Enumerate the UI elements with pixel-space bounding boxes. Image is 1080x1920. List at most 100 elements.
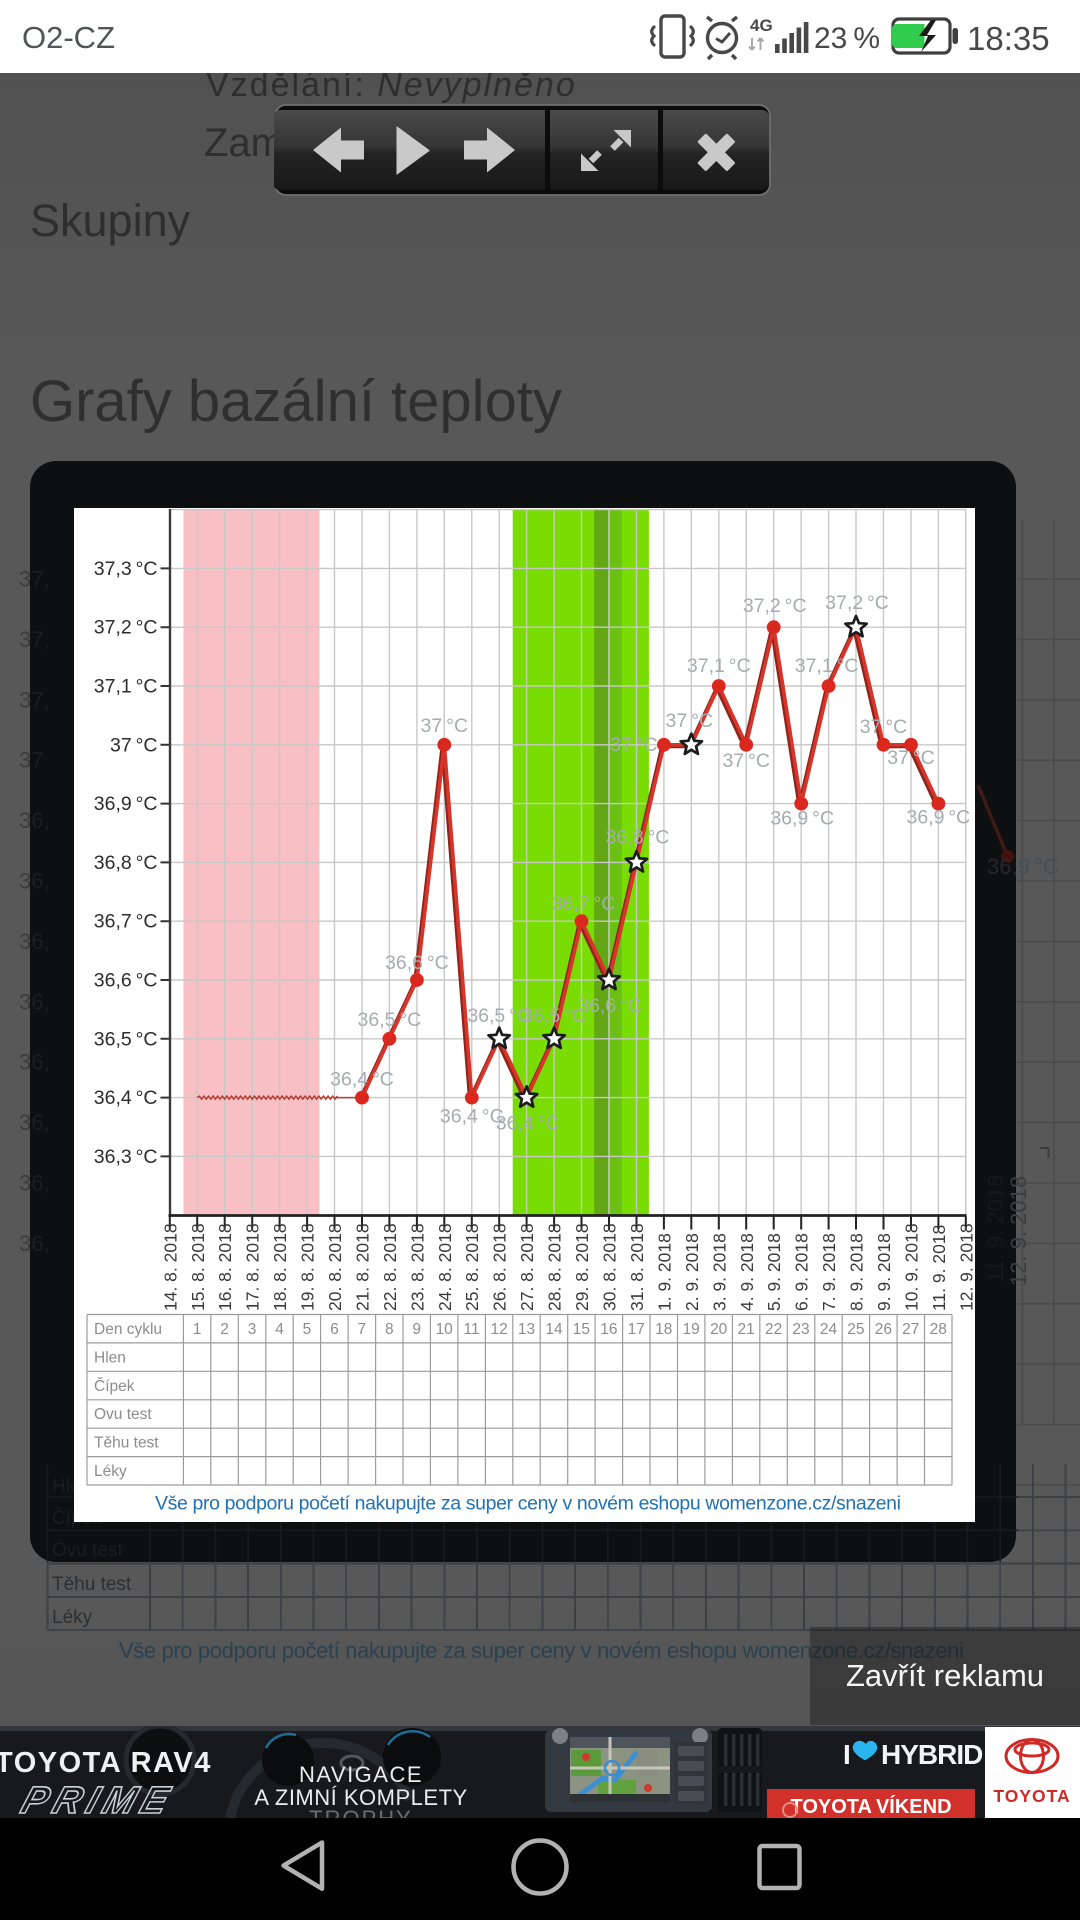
svg-text:23 %: 23 % — [814, 22, 880, 55]
svg-text:Vše pro podporu početí nakupuj: Vše pro podporu početí nakupujte za supe… — [155, 1493, 901, 1515]
svg-text:36,4 °C: 36,4 °C — [496, 1113, 560, 1135]
svg-text:27: 27 — [902, 1321, 919, 1338]
svg-text:36,9 °C: 36,9 °C — [19, 808, 91, 833]
svg-text:13: 13 — [518, 1321, 535, 1338]
svg-text:Těhu test: Těhu test — [52, 1574, 132, 1595]
svg-text:19. 8. 2018: 19. 8. 2018 — [298, 1223, 318, 1311]
svg-text:4. 9. 2018: 4. 9. 2018 — [737, 1233, 757, 1311]
svg-text:36,8 °C: 36,8 °C — [94, 852, 158, 874]
svg-text:Těhu test: Těhu test — [94, 1435, 159, 1452]
svg-text:16. 8. 2018: 16. 8. 2018 — [215, 1223, 235, 1311]
svg-text:25: 25 — [847, 1321, 864, 1338]
svg-text:36,6 °C: 36,6 °C — [578, 995, 642, 1017]
svg-text:2. 9. 2018: 2. 9. 2018 — [682, 1233, 702, 1311]
svg-text:36,5 °C: 36,5 °C — [19, 1050, 91, 1075]
svg-text:6. 9. 2018: 6. 9. 2018 — [792, 1233, 812, 1311]
svg-text:37,3 °C: 37,3 °C — [94, 558, 158, 580]
svg-text:22: 22 — [765, 1321, 782, 1338]
svg-text:1. 9. 2018: 1. 9. 2018 — [654, 1233, 674, 1311]
svg-text:23. 8. 2018: 23. 8. 2018 — [407, 1223, 427, 1311]
svg-text:12. 9. 2018: 12. 9. 2018 — [1006, 1176, 1031, 1286]
svg-text:37 °C: 37 °C — [887, 747, 934, 769]
svg-text:36,8 °C: 36,8 °C — [19, 869, 91, 894]
svg-text:26. 8. 2018: 26. 8. 2018 — [490, 1223, 510, 1311]
svg-text:36,6 °C: 36,6 °C — [19, 989, 91, 1014]
svg-text:TROPHY: TROPHY — [309, 1806, 413, 1818]
svg-text:36,4 °C: 36,4 °C — [94, 1087, 158, 1109]
svg-text:37,1 °C: 37,1 °C — [687, 655, 751, 677]
svg-text:Čípek: Čípek — [94, 1378, 135, 1395]
svg-text:4: 4 — [275, 1321, 284, 1338]
svg-text:37,3 °C: 37,3 °C — [19, 567, 91, 592]
svg-text:Ovu test: Ovu test — [94, 1406, 152, 1423]
svg-text:37,1 °C: 37,1 °C — [94, 676, 158, 698]
svg-text:6: 6 — [330, 1321, 339, 1338]
svg-text:20: 20 — [710, 1321, 728, 1338]
svg-text:36,5 °C: 36,5 °C — [467, 1005, 531, 1027]
svg-text:11: 11 — [464, 1321, 480, 1338]
svg-text:12: 12 — [490, 1321, 507, 1338]
svg-text:PRIME: PRIME — [16, 1780, 180, 1818]
svg-text:5. 9. 2018: 5. 9. 2018 — [764, 1233, 784, 1311]
svg-text:37 °C: 37 °C — [722, 750, 769, 772]
svg-text:37,1 °C: 37,1 °C — [19, 687, 91, 712]
svg-text:Léky: Léky — [52, 1607, 93, 1628]
svg-text:28. 8. 2018: 28. 8. 2018 — [545, 1223, 565, 1311]
svg-text:10: 10 — [436, 1321, 454, 1338]
svg-text:9: 9 — [412, 1321, 421, 1338]
svg-text:37 °C: 37 °C — [421, 715, 468, 737]
svg-text:36,5 °C: 36,5 °C — [94, 1028, 158, 1050]
svg-text:14: 14 — [545, 1321, 563, 1338]
svg-text:37,2 °C: 37,2 °C — [825, 592, 889, 614]
svg-text:HYBRID: HYBRID — [881, 1739, 983, 1770]
svg-text:18:35: 18:35 — [967, 20, 1050, 57]
svg-text:2: 2 — [220, 1321, 229, 1338]
svg-text:36,9 °C: 36,9 °C — [19, 808, 91, 833]
svg-text:36,9 °C: 36,9 °C — [907, 807, 971, 829]
svg-text:26: 26 — [875, 1321, 892, 1338]
svg-text:12. 9. 2018: 12. 9. 2018 — [956, 1223, 975, 1311]
svg-text:37 °C: 37 °C — [860, 716, 907, 738]
svg-text:36,8 °C: 36,8 °C — [19, 869, 91, 894]
svg-text:A ZIMNÍ KOMPLETY: A ZIMNÍ KOMPLETY — [254, 1785, 467, 1810]
svg-text:37 °C: 37 °C — [110, 734, 157, 756]
svg-text:10. 9. 2018: 10. 9. 2018 — [902, 1223, 922, 1311]
svg-text:36,3 °C: 36,3 °C — [19, 1171, 91, 1196]
svg-text:36,5 °C: 36,5 °C — [358, 1009, 422, 1031]
svg-text:4G: 4G — [750, 16, 773, 35]
svg-text:I: I — [843, 1739, 851, 1770]
svg-text:NAVIGACE: NAVIGACE — [299, 1762, 423, 1787]
svg-text:36,7 °C: 36,7 °C — [94, 911, 158, 933]
svg-text:36,6 °C: 36,6 °C — [385, 952, 449, 974]
svg-text:30. 8. 2018: 30. 8. 2018 — [600, 1223, 620, 1311]
svg-text:28: 28 — [930, 1321, 947, 1338]
svg-text:36,8 °C: 36,8 °C — [606, 826, 670, 848]
svg-text:15: 15 — [573, 1321, 590, 1338]
svg-text:25. 8. 2018: 25. 8. 2018 — [462, 1223, 482, 1311]
svg-text:21. 8. 2018: 21. 8. 2018 — [353, 1223, 373, 1311]
svg-text:18. 8. 2018: 18. 8. 2018 — [270, 1223, 290, 1311]
svg-text:8: 8 — [385, 1321, 394, 1338]
svg-text:TOYOTA VÍKEND: TOYOTA VÍKEND — [790, 1795, 951, 1818]
svg-text:17. 8. 2018: 17. 8. 2018 — [243, 1223, 263, 1311]
svg-text:Den cyklu: Den cyklu — [94, 1321, 162, 1338]
svg-text:36,3 °C: 36,3 °C — [19, 1171, 91, 1196]
svg-text:14. 8. 2018: 14. 8. 2018 — [160, 1223, 180, 1311]
svg-text:9. 9. 2018: 9. 9. 2018 — [874, 1233, 894, 1311]
svg-text:5: 5 — [303, 1321, 312, 1338]
svg-text:TOYOTA: TOYOTA — [993, 1786, 1070, 1806]
svg-text:36,5 °C: 36,5 °C — [522, 1005, 586, 1027]
svg-text:11. 9. 2018: 11. 9. 2018 — [929, 1225, 949, 1311]
svg-text:37,2 °C: 37,2 °C — [19, 627, 91, 652]
svg-text:29. 8. 2018: 29. 8. 2018 — [572, 1223, 592, 1311]
svg-text:36,4 °C: 36,4 °C — [330, 1069, 394, 1091]
svg-text:Hlen: Hlen — [94, 1349, 126, 1366]
svg-text:Léky: Léky — [94, 1463, 127, 1480]
svg-text:36,7 °C: 36,7 °C — [19, 929, 91, 954]
svg-text:1: 1 — [193, 1321, 202, 1338]
svg-text:36,9 °C: 36,9 °C — [94, 793, 158, 815]
svg-text:36,9 °C: 36,9 °C — [987, 854, 1059, 879]
svg-text:36,6 °C: 36,6 °C — [19, 989, 91, 1014]
svg-text:22. 8. 2018: 22. 8. 2018 — [380, 1223, 400, 1311]
svg-text:18: 18 — [655, 1321, 672, 1338]
